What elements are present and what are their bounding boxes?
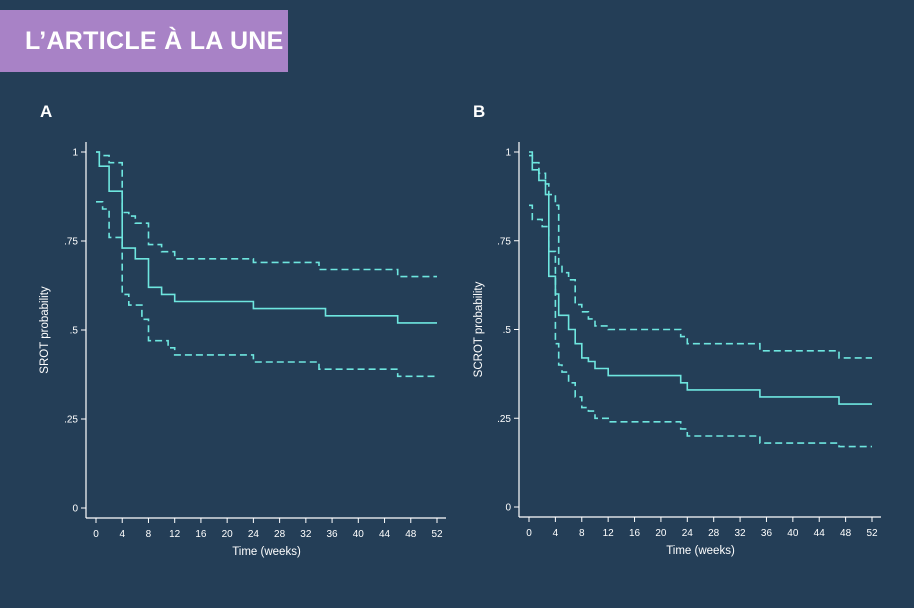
y-tick-label-a: .75	[64, 237, 78, 248]
x-tick-label-a: 20	[222, 529, 234, 540]
confidence-band-b-1	[529, 154, 872, 359]
confidence-band-a-2	[96, 201, 437, 378]
x-tick-label-b: 32	[735, 528, 747, 539]
confidence-band-b-2	[529, 204, 872, 448]
x-tick-label-b: 4	[553, 528, 559, 539]
x-tick-label-b: 12	[603, 528, 615, 539]
y-axis-title-b: SCROT probability	[473, 281, 485, 377]
x-tick-label-b: 40	[787, 528, 799, 539]
y-axis-title-a: SROT probability	[39, 286, 51, 374]
x-tick-label-b: 44	[814, 528, 826, 539]
x-tick-label-b: 36	[761, 528, 773, 539]
x-tick-label-a: 0	[93, 529, 99, 540]
y-tick-label-b: 0	[505, 503, 511, 514]
x-tick-label-b: 8	[579, 528, 585, 539]
panel-label-a: A	[40, 102, 52, 121]
y-tick-label-b: .25	[497, 414, 511, 425]
x-tick-label-a: 36	[327, 529, 339, 540]
x-tick-label-a: 40	[353, 529, 365, 540]
y-tick-label-b: .5	[503, 325, 512, 336]
x-tick-label-b: 16	[629, 528, 641, 539]
survival-curve-b-0	[529, 151, 872, 405]
banner-title: L’ARTICLE À LA UNE	[25, 26, 284, 55]
x-tick-label-b: 52	[866, 528, 878, 539]
x-axis-title-b: Time (weeks)	[666, 545, 735, 557]
x-tick-label-b: 24	[682, 528, 694, 539]
x-tick-label-b: 0	[526, 528, 532, 539]
x-tick-label-a: 44	[379, 529, 391, 540]
y-tick-label-a: 0	[72, 504, 78, 515]
x-tick-label-b: 20	[655, 528, 667, 539]
x-tick-label-a: 16	[195, 529, 207, 540]
y-tick-label-b: .75	[497, 236, 511, 247]
survival-curve-a-0	[96, 151, 437, 324]
x-tick-label-a: 12	[169, 529, 181, 540]
x-tick-label-a: 4	[119, 529, 125, 540]
x-tick-label-b: 48	[840, 528, 852, 539]
x-tick-label-a: 8	[146, 529, 152, 540]
x-tick-label-a: 52	[431, 529, 443, 540]
y-tick-label-a: 1	[72, 148, 78, 159]
x-tick-label-a: 32	[300, 529, 312, 540]
x-tick-label-a: 48	[405, 529, 417, 540]
y-tick-label-a: .25	[64, 415, 78, 426]
confidence-band-a-1	[96, 151, 437, 278]
panel-label-b: B	[473, 102, 485, 121]
y-tick-label-a: .5	[70, 326, 79, 337]
x-tick-label-a: 28	[274, 529, 286, 540]
y-tick-label-b: 1	[505, 148, 511, 159]
x-tick-label-b: 28	[708, 528, 720, 539]
featured-article-banner: L’ARTICLE À LA UNE	[0, 10, 288, 72]
x-tick-label-a: 24	[248, 529, 260, 540]
x-axis-title-a: Time (weeks)	[232, 546, 301, 558]
